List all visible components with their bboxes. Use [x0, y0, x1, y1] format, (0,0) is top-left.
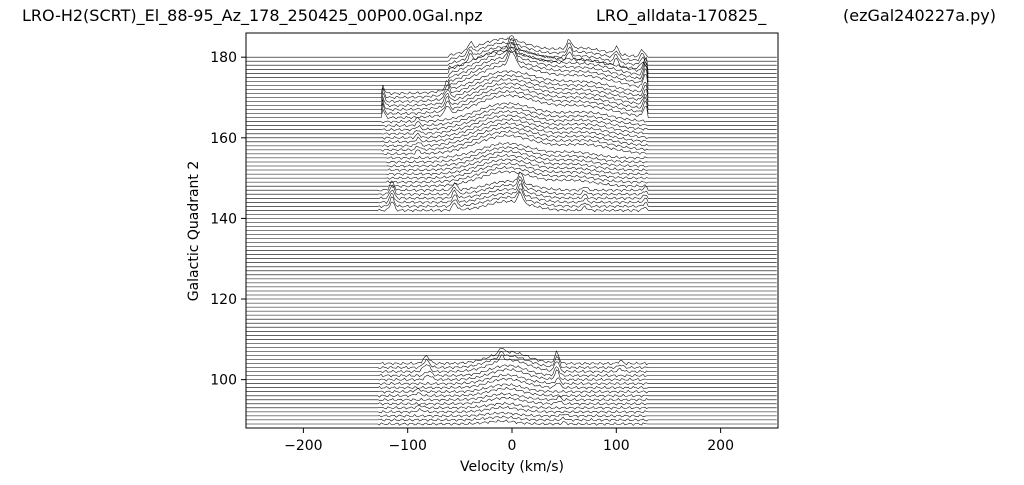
spectrum-line: [246, 37, 777, 58]
spectrum-line: [246, 121, 777, 144]
spectrum-line: [246, 411, 777, 418]
spectrum-line: [246, 141, 777, 160]
spectrum-line: [246, 146, 777, 164]
y-tick-label: 140: [210, 211, 237, 227]
spectrum-line: [246, 73, 777, 99]
spectrum-line: [246, 94, 777, 120]
spectrum-line: [246, 133, 777, 156]
spectrum-line: [246, 354, 777, 374]
spectrum-line: [246, 386, 777, 398]
spectrum-line: [246, 419, 777, 426]
y-axis-label: Galactic Quadrant 2: [186, 161, 202, 302]
spectrum-line: [246, 42, 777, 82]
spectrum-line: [246, 86, 777, 112]
spectrum-line: [246, 35, 777, 74]
spectrum-line: [246, 415, 777, 422]
spectrum-line: [246, 175, 777, 196]
spectrum-line: [246, 171, 777, 192]
spectrum-line: [246, 38, 777, 78]
y-axis-ticks: 100 120 140 160 180: [210, 50, 246, 389]
spectrum-line: [246, 78, 777, 104]
spectrum-line: [246, 188, 777, 209]
spectrum-line: [246, 149, 777, 168]
x-tick-label: 200: [707, 438, 734, 454]
spectrum-line: [246, 179, 777, 201]
spectrum-line: [246, 153, 777, 172]
spectrum-line: [246, 109, 777, 132]
spectrum-line: [246, 90, 777, 116]
spectrum-line: [246, 105, 777, 128]
spectra-layer: [246, 35, 777, 426]
spectrum-line: [246, 183, 777, 205]
spectrum-line: [246, 373, 777, 386]
spectrum-line: [246, 130, 777, 152]
spectrum-line: [246, 166, 777, 184]
x-axis-ticks: −200 −100 0 100 200: [284, 428, 734, 454]
x-tick-label: −200: [284, 438, 322, 454]
spectrum-line: [246, 41, 777, 62]
spectrum-line: [246, 126, 777, 148]
x-tick-label: 100: [603, 438, 630, 454]
spectrum-line: [246, 383, 777, 394]
spectrum-line: [246, 49, 777, 90]
y-tick-label: 120: [210, 292, 237, 308]
y-tick-label: 100: [210, 373, 237, 389]
spectrum-line: [246, 70, 777, 96]
spectrum-line: [246, 190, 777, 213]
chart-title-dataset: LRO_alldata-170825_: [596, 6, 767, 25]
spectrum-line: [246, 45, 777, 66]
spectrum-line: [246, 392, 777, 402]
spectrum-line: [246, 368, 777, 382]
spectrum-line: [246, 158, 777, 176]
spectrum-line: [246, 82, 777, 108]
chart-title-script: (ezGal240227a.py): [843, 6, 996, 25]
spectrum-line: [246, 351, 777, 370]
x-tick-label: 0: [508, 438, 517, 454]
spectrum-line: [246, 396, 777, 406]
spectrum-line: [246, 102, 777, 124]
x-axis-label: Velocity (km/s): [460, 459, 564, 475]
chart-title-filename: LRO-H2(SCRT)_El_88-95_Az_178_250425_00P0…: [22, 6, 483, 25]
spectrum-line: [246, 162, 777, 180]
y-tick-label: 160: [210, 131, 237, 147]
spectrum-line: [246, 170, 777, 188]
spectrum-line: [246, 47, 777, 86]
spectrum-line: [246, 114, 777, 136]
y-tick-label: 180: [210, 50, 237, 66]
x-tick-label: −100: [388, 438, 426, 454]
spectrum-line: [246, 377, 777, 390]
spectrum-line: [246, 117, 777, 140]
spectrum-line: [246, 405, 777, 414]
spectrum-line: [246, 364, 777, 378]
spectrum-line: [246, 401, 777, 410]
spectrum-line: [246, 49, 777, 70]
